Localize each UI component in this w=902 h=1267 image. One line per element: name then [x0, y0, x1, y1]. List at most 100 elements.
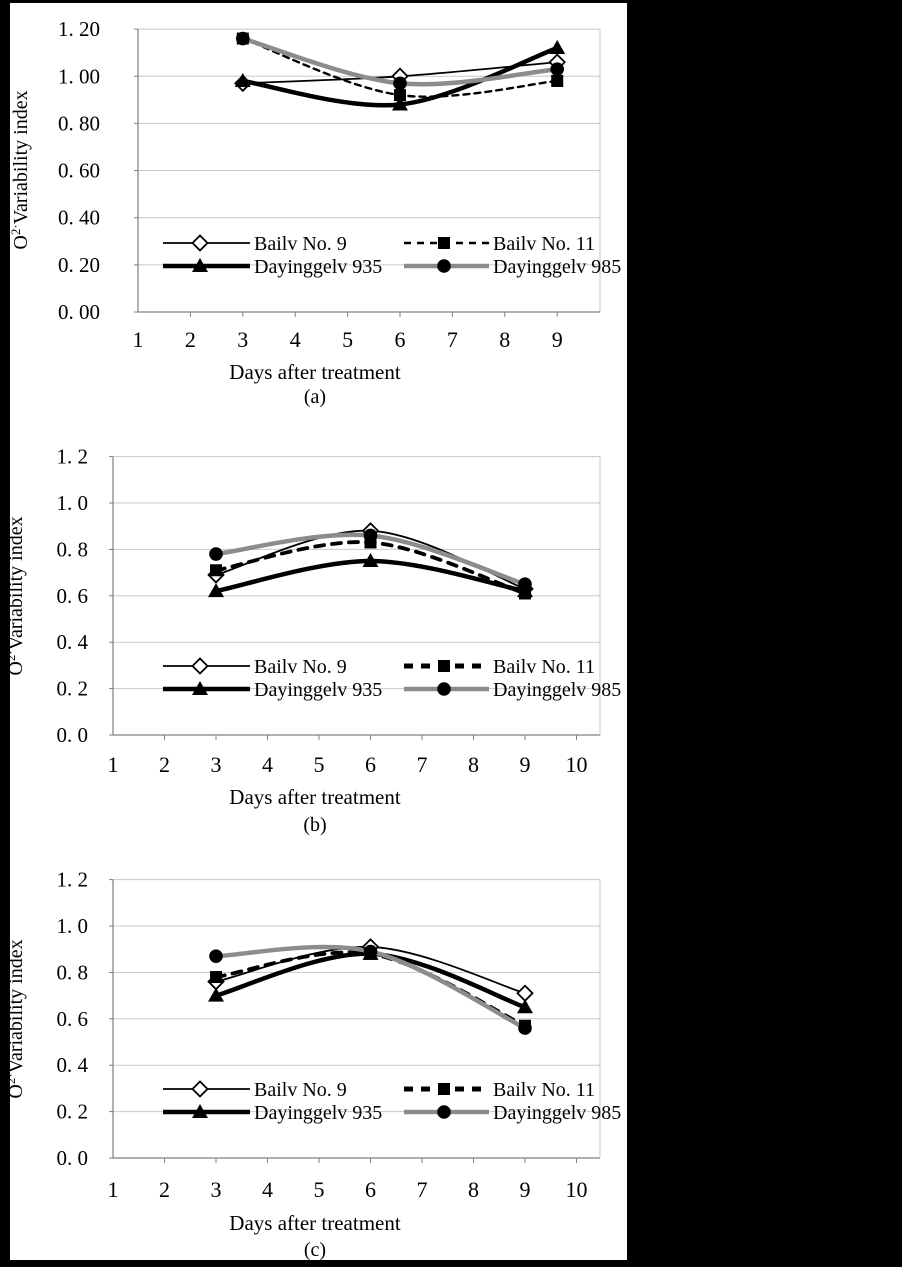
legend-label: Dayinggelv 985	[493, 256, 621, 278]
charts-canvas: 1. 20 1. 00 0. 80 0. 60 0. 40 0. 20 0. 00 1 2 3 4 5…	[3, 17, 621, 1261]
y-tick-label: 1. 0	[57, 491, 89, 515]
x-tick-label: 3	[237, 327, 248, 352]
marker-filled-square	[438, 660, 450, 672]
y-tick-label: 0. 2	[57, 677, 89, 701]
y-tick-label: 0. 0	[57, 723, 89, 747]
y-axis-title: O2·Variability index	[10, 90, 32, 249]
x-tick-label: 4	[262, 752, 273, 777]
legend-label: Bailv No. 11	[493, 233, 595, 255]
x-tick-label: 6	[365, 752, 376, 777]
marker-filled-square	[364, 536, 377, 549]
y-tick-label: 0. 4	[57, 630, 89, 654]
marker-filled-triangle	[362, 553, 379, 567]
y-tick-label: 0. 8	[57, 537, 89, 561]
chart-caption: (b)	[303, 814, 326, 836]
marker-filled-square	[438, 237, 450, 249]
legend: Bailv No. 9 Bailv No. 11 Dayinggelv 935 Day…	[163, 1079, 621, 1124]
x-axis-title: Days after treatment	[229, 785, 401, 809]
legend-label: Bailv No. 11	[493, 656, 595, 678]
x-tick-label: 8	[468, 1177, 479, 1202]
chart-b: 1. 2 1. 0 0. 8 0. 6 0. 4 0. 2 0. 0 1 2 3 4 5 6 7 8 9 10 O…	[3, 445, 621, 836]
y-axis-title: O2·Variability index	[10, 939, 27, 1098]
marker-open-diamond	[516, 984, 534, 1003]
marker-filled-circle	[393, 76, 407, 91]
y-tick-label: 0. 4	[57, 1053, 89, 1077]
marker-filled-triangle	[208, 987, 224, 1002]
x-tick-label: 6	[395, 327, 406, 352]
marker-filled-circle	[550, 62, 564, 76]
legend: Bailv No. 9 Bailv No. 11 Dayinggelv 935 Day…	[163, 656, 621, 701]
x-tick-label: 2	[159, 1177, 170, 1202]
legend-label: Dayinggelv 935	[254, 256, 382, 278]
marker-filled-square	[438, 1083, 450, 1095]
x-tick-label: 9	[552, 327, 563, 352]
y-axis-title: O2·Variability index	[10, 516, 27, 675]
x-tick-label: 1	[133, 327, 144, 352]
x-tick-label: 5	[314, 752, 325, 777]
marker-filled-square	[519, 1019, 531, 1032]
marker-filled-circle	[437, 259, 451, 273]
marker-filled-square	[210, 564, 222, 577]
x-tick-label: 9	[520, 1177, 531, 1202]
marker-open-diamond	[191, 1080, 209, 1098]
figure-page: 1. 20 1. 00 0. 80 0. 60 0. 40 0. 20 0. 00 1 2 3 4 5…	[3, 3, 627, 1261]
marker-filled-square	[551, 74, 564, 87]
y-tick-label: 0. 80	[58, 111, 100, 135]
marker-filled-triangle	[192, 681, 208, 695]
x-tick-label: 4	[262, 1177, 273, 1202]
marker-open-diamond	[191, 234, 209, 252]
chart-caption: (c)	[304, 1239, 326, 1260]
x-axis-title: Days after treatment	[229, 360, 401, 384]
y-tick-label: 0. 60	[58, 159, 100, 183]
x-tick-label: 8	[468, 752, 479, 777]
y-tick-label: 1. 2	[57, 445, 89, 469]
marker-filled-square	[236, 32, 249, 45]
y-tick-label: 0. 00	[58, 300, 100, 324]
marker-filled-circle	[437, 1105, 451, 1119]
y-tick-label: 0. 0	[57, 1146, 89, 1170]
marker-open-diamond	[191, 657, 209, 675]
legend-label: Dayinggelv 935	[254, 679, 382, 701]
x-tick-label: 1	[108, 1177, 119, 1202]
chart-c: 1. 2 1. 0 0. 8 0. 6 0. 4 0. 2 0. 0 1 2 3 4 5 6 7 8 9 10 O…	[3, 868, 621, 1261]
y-tick-label: 0. 40	[58, 206, 100, 230]
marker-filled-circle	[209, 949, 223, 963]
marker-filled-triangle	[517, 999, 533, 1014]
y-tick-label: 1. 20	[58, 17, 100, 41]
marker-filled-triangle	[192, 258, 208, 272]
y-tick-label: 1. 0	[57, 914, 89, 938]
marker-filled-triangle	[392, 96, 408, 111]
marker-filled-triangle	[362, 945, 379, 960]
y-tick-label: 0. 6	[57, 1007, 89, 1031]
x-tick-label: 9	[520, 752, 531, 777]
x-tick-label: 7	[447, 327, 458, 352]
legend-label: Bailv No. 11	[493, 1079, 595, 1101]
marker-filled-square	[394, 89, 406, 102]
marker-filled-circle	[437, 682, 451, 696]
legend-label: Bailv No. 9	[254, 1079, 347, 1101]
x-tick-label: 7	[417, 752, 428, 777]
x-tick-label: 8	[499, 327, 510, 352]
legend-label: Bailv No. 9	[254, 233, 347, 255]
x-tick-label: 5	[314, 1177, 325, 1202]
marker-filled-square	[210, 971, 222, 984]
legend-label: Dayinggelv 985	[493, 679, 621, 701]
x-tick-label: 10	[566, 1177, 588, 1202]
y-tick-label: 0. 20	[58, 253, 100, 277]
marker-filled-triangle	[549, 39, 566, 54]
y-tick-label: 0. 8	[57, 960, 89, 984]
legend: Bailv No. 9 Bailv No. 11 Dayinggelv 935 Day…	[163, 233, 621, 278]
y-tick-label: 0. 6	[57, 584, 89, 608]
x-tick-label: 2	[159, 752, 170, 777]
marker-filled-triangle	[234, 72, 251, 87]
x-axis-title: Days after treatment	[229, 1211, 401, 1235]
x-tick-label: 5	[342, 327, 353, 352]
marker-filled-circle	[209, 547, 223, 561]
chart-a: 1. 20 1. 00 0. 80 0. 60 0. 40 0. 20 0. 00 1 2 3 4 5…	[8, 17, 621, 408]
marker-filled-triangle	[517, 583, 533, 598]
x-tick-label: 3	[211, 752, 222, 777]
x-tick-label: 4	[290, 327, 301, 352]
x-tick-label: 2	[185, 327, 196, 352]
y-tick-label: 1. 2	[57, 868, 89, 892]
chart-caption: (a)	[304, 386, 326, 408]
